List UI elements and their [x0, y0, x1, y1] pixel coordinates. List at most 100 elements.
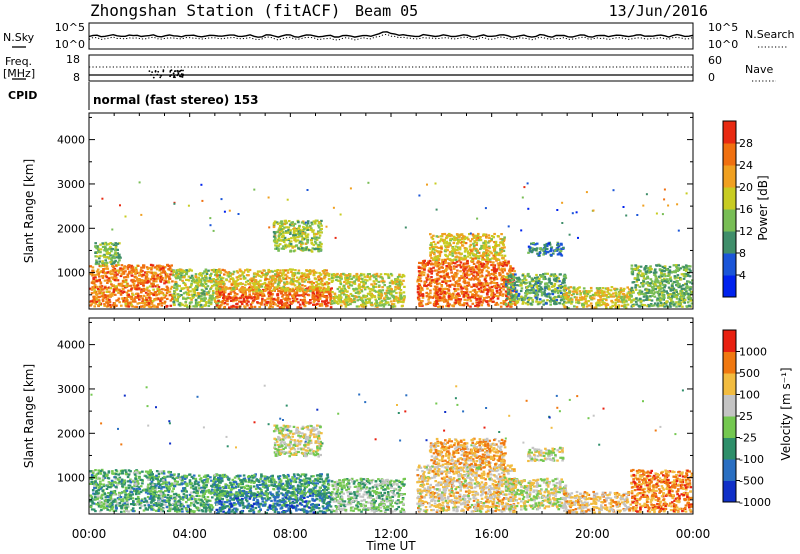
heatmap-cell [326, 273, 329, 276]
heatmap-cell [463, 302, 466, 305]
heatmap-cell [432, 288, 436, 291]
heatmap-cell [194, 273, 198, 276]
heatmap-cell [316, 287, 319, 290]
heatmap-cell [457, 246, 461, 249]
heatmap-cell [482, 258, 486, 261]
heatmap-cell [321, 270, 325, 273]
heatmap-cell [448, 253, 452, 256]
heatmap-cell [182, 287, 186, 290]
heatmap-cell [269, 305, 272, 308]
heatmap-cell [312, 286, 315, 289]
heatmap-cell [94, 242, 97, 245]
heatmap-cell [250, 285, 253, 288]
heatmap-cell [105, 288, 109, 291]
heatmap-cell [525, 292, 529, 295]
heatmap-cell [600, 291, 604, 294]
heatmap-cell [432, 248, 435, 251]
heatmap-cell [131, 279, 134, 282]
nave-dot [172, 72, 175, 75]
heatmap-cell [474, 255, 478, 258]
heatmap-cell [97, 304, 100, 307]
heatmap-cell [444, 282, 448, 285]
heatmap-cell [92, 274, 96, 277]
heatmap-cell [435, 261, 438, 264]
heatmap-cell [335, 278, 338, 281]
heatmap-cell [502, 303, 506, 306]
heatmap-cell [315, 280, 318, 284]
heatmap-cell [498, 271, 501, 275]
heatmap-cell [505, 293, 508, 296]
heatmap-cell [320, 242, 323, 246]
heatmap-cell [142, 299, 145, 302]
heatmap-cell [173, 284, 176, 287]
heatmap-cell [208, 290, 211, 293]
heatmap-cell [479, 286, 483, 289]
heatmap-cell [349, 292, 353, 296]
heatmap-cell [463, 285, 466, 288]
nave-dot [176, 74, 179, 77]
heatmap-cell [274, 298, 277, 301]
heatmap-cell [377, 275, 380, 278]
heatmap-cell [195, 305, 198, 308]
heatmap-cell [260, 275, 263, 278]
heatmap-cell [280, 222, 284, 225]
heatmap-cell [488, 246, 491, 250]
heatmap-cell [108, 279, 111, 282]
heatmap-cell [556, 291, 560, 294]
heatmap-cell [477, 268, 481, 272]
freq-unit-label: [MHz] [3, 67, 35, 80]
heatmap-cell [255, 292, 258, 295]
heatmap-cell [301, 293, 305, 296]
heatmap-cell [543, 249, 547, 252]
heatmap-cell [157, 293, 161, 296]
heatmap-cell [440, 284, 443, 287]
heatmap-cell [168, 265, 172, 268]
heatmap-cell [523, 277, 526, 280]
heatmap-cell [371, 289, 374, 292]
heatmap-cell [168, 290, 172, 293]
heatmap-cell [559, 285, 563, 288]
heatmap-cell [99, 285, 102, 288]
heatmap-cell [251, 288, 255, 291]
heatmap-cell [356, 291, 359, 294]
heatmap-cell [157, 266, 161, 269]
heatmap-cell [299, 306, 303, 309]
heatmap-cell [493, 232, 496, 236]
heatmap-cell [527, 272, 530, 276]
heatmap-cell [560, 298, 563, 301]
heatmap-cell [575, 289, 578, 293]
heatmap-cell [254, 279, 258, 282]
heatmap-cell [218, 286, 221, 289]
heatmap-cell [181, 303, 184, 306]
heatmap-cell [429, 247, 432, 250]
heatmap-cell [561, 281, 564, 284]
heatmap-cell [119, 284, 122, 287]
heatmap-cell [475, 243, 478, 246]
heatmap-cell [474, 257, 477, 260]
heatmap-cell [210, 298, 213, 301]
heatmap-cell [447, 296, 451, 299]
heatmap-cell [314, 219, 318, 222]
heatmap-cell [364, 278, 367, 281]
heatmap-cell [517, 292, 521, 295]
heatmap-cell [419, 274, 423, 277]
heatmap-cell [159, 280, 163, 283]
heatmap-cell [484, 280, 488, 283]
heatmap-cell [398, 279, 402, 282]
heatmap-cell [531, 300, 535, 303]
heatmap-cell [196, 279, 200, 282]
heatmap-cell [173, 299, 176, 302]
heatmap-cell [237, 282, 241, 285]
heatmap-cell [286, 271, 290, 274]
heatmap-cell [106, 251, 109, 254]
heatmap-cell [131, 281, 135, 284]
heatmap-cell [287, 237, 291, 241]
heatmap-cell [509, 265, 512, 268]
heatmap-cell [95, 296, 98, 299]
heatmap-cell [129, 296, 133, 299]
heatmap-cell [426, 287, 429, 290]
heatmap-cell [106, 281, 109, 284]
heatmap-cell [433, 295, 436, 298]
heatmap-cell [441, 289, 445, 292]
heatmap-cell [329, 289, 332, 292]
